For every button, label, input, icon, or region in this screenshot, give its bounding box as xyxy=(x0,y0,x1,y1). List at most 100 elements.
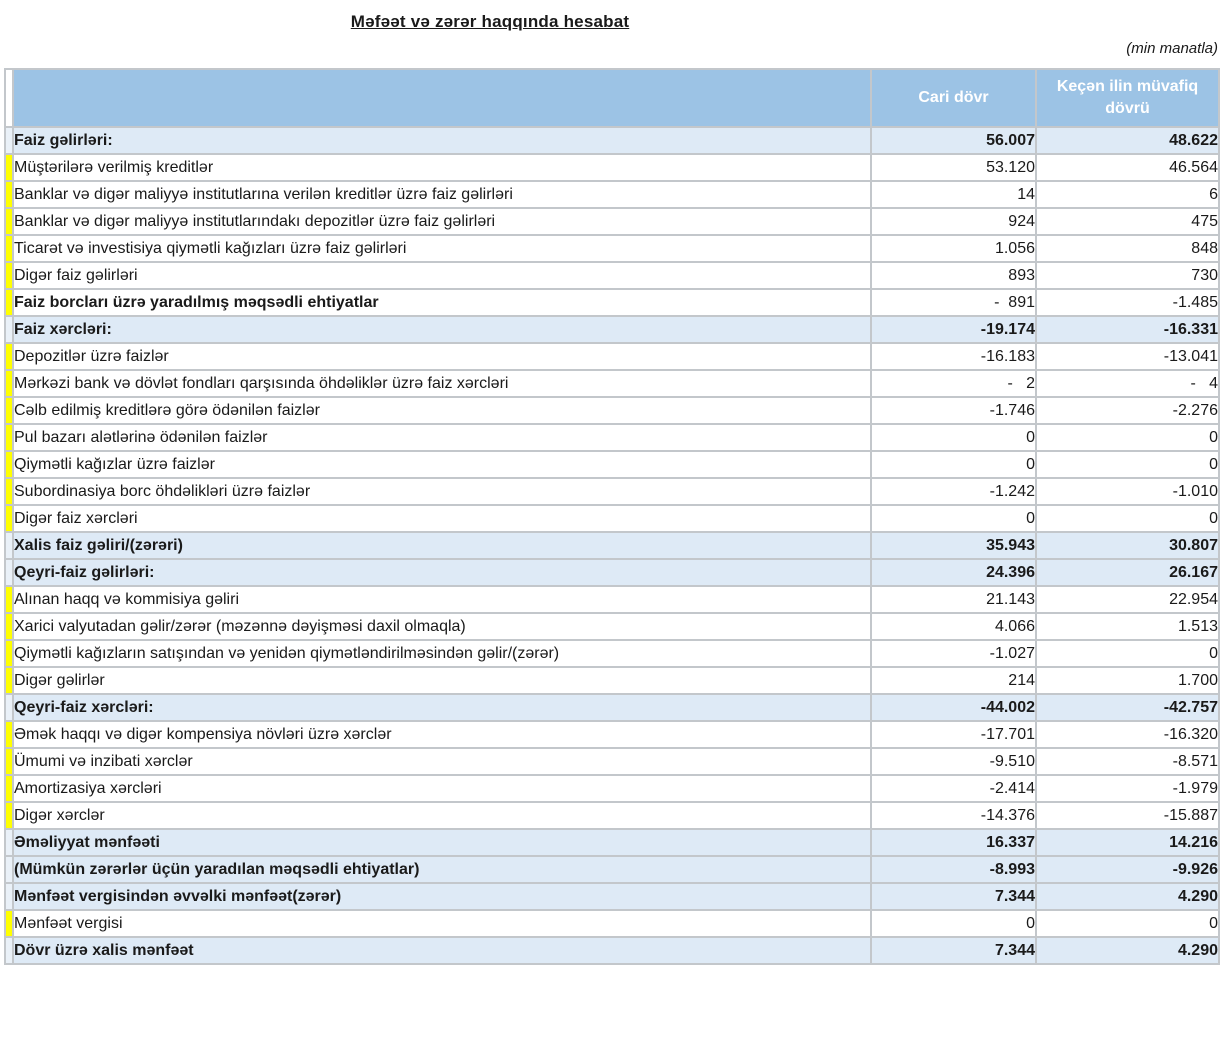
row-marker xyxy=(4,504,14,533)
row-marker xyxy=(4,666,14,695)
value-current: -1.027 xyxy=(870,639,1037,668)
value-previous: -1.979 xyxy=(1035,774,1220,803)
value-previous: 0 xyxy=(1035,639,1220,668)
value-previous: -13.041 xyxy=(1035,342,1220,371)
table-row: (Mümkün zərərlər üçün yaradılan məqsədli… xyxy=(4,855,1220,884)
value-previous: 4.290 xyxy=(1035,882,1220,911)
table-row: Amortizasiya xərcləri -2.414 -1.979 xyxy=(4,774,1220,803)
value-current: -44.002 xyxy=(870,693,1037,722)
value-previous: 1.700 xyxy=(1035,666,1220,695)
header-label-cell xyxy=(12,68,872,128)
table-row: Pul bazarı alətlərinə ödənilən faizlər 0… xyxy=(4,423,1220,452)
table-row: Əməliyyat mənfəəti 16.337 14.216 xyxy=(4,828,1220,857)
table-row: Faiz gəlirləri: 56.007 48.622 xyxy=(4,126,1220,155)
value-current: 53.120 xyxy=(870,153,1037,182)
row-marker xyxy=(4,882,14,911)
table-header: Cari dövr Keçən ilin müvafiq dövrü xyxy=(4,68,1220,128)
row-marker xyxy=(4,720,14,749)
value-current: -19.174 xyxy=(870,315,1037,344)
profit-loss-table: Cari dövr Keçən ilin müvafiq dövrü Faiz … xyxy=(4,68,1220,965)
value-current: 14 xyxy=(870,180,1037,209)
value-previous: 14.216 xyxy=(1035,828,1220,857)
value-previous: -16.331 xyxy=(1035,315,1220,344)
value-current: - 2 xyxy=(870,369,1037,398)
table-row: Digər xərclər -14.376 -15.887 xyxy=(4,801,1220,830)
value-current: -9.510 xyxy=(870,747,1037,776)
value-current: 35.943 xyxy=(870,531,1037,560)
value-previous: 48.622 xyxy=(1035,126,1220,155)
row-label: Əməliyyat mənfəəti xyxy=(12,828,872,857)
value-previous: 6 xyxy=(1035,180,1220,209)
row-label: Qiymətli kağızların satışından və yenidə… xyxy=(12,639,872,668)
row-marker xyxy=(4,207,14,236)
value-previous: 30.807 xyxy=(1035,531,1220,560)
row-label: Amortizasiya xərcləri xyxy=(12,774,872,803)
row-label: Subordinasiya borc öhdəlikləri üzrə faiz… xyxy=(12,477,872,506)
row-marker xyxy=(4,126,14,155)
row-label: (Mümkün zərərlər üçün yaradılan məqsədli… xyxy=(12,855,872,884)
row-label: Qeyri-faiz xərcləri: xyxy=(12,693,872,722)
value-previous: 26.167 xyxy=(1035,558,1220,587)
header-current-period: Cari dövr xyxy=(870,68,1037,128)
value-current: 0 xyxy=(870,450,1037,479)
value-previous: 22.954 xyxy=(1035,585,1220,614)
table-row: Qiymətli kağızlar üzrə faizlər 0 0 xyxy=(4,450,1220,479)
value-current: 1.056 xyxy=(870,234,1037,263)
table-row: Əmək haqqı və digər kompensiya növləri ü… xyxy=(4,720,1220,749)
value-current: 4.066 xyxy=(870,612,1037,641)
row-marker xyxy=(4,369,14,398)
value-previous: 46.564 xyxy=(1035,153,1220,182)
row-label: Alınan haqq və kommisiya gəliri xyxy=(12,585,872,614)
row-label: Qeyri-faiz gəlirləri: xyxy=(12,558,872,587)
value-current: 0 xyxy=(870,909,1037,938)
value-current: - 891 xyxy=(870,288,1037,317)
row-label: Cəlb edilmiş kreditlərə görə ödənilən fa… xyxy=(12,396,872,425)
row-marker xyxy=(4,774,14,803)
row-marker xyxy=(4,558,14,587)
row-marker xyxy=(4,180,14,209)
table-row: Digər gəlirlər 214 1.700 xyxy=(4,666,1220,695)
table-row: Depozitlər üzrə faizlər -16.183 -13.041 xyxy=(4,342,1220,371)
row-marker xyxy=(4,234,14,263)
table-row: Faiz borcları üzrə yaradılmış məqsədli e… xyxy=(4,288,1220,317)
row-marker xyxy=(4,585,14,614)
value-previous: 0 xyxy=(1035,423,1220,452)
table-row: Banklar və digər maliyyə institutlarında… xyxy=(4,207,1220,236)
row-label: Xarici valyutadan gəlir/zərər (məzənnə d… xyxy=(12,612,872,641)
row-label: Mənfəət vergisi xyxy=(12,909,872,938)
row-label: Qiymətli kağızlar üzrə faizlər xyxy=(12,450,872,479)
table-row: Qiymətli kağızların satışından və yenidə… xyxy=(4,639,1220,668)
value-current: 0 xyxy=(870,423,1037,452)
row-label: Faiz gəlirləri: xyxy=(12,126,872,155)
table-row: Qeyri-faiz xərcləri: -44.002 -42.757 xyxy=(4,693,1220,722)
value-current: -17.701 xyxy=(870,720,1037,749)
table-row: Cəlb edilmiş kreditlərə görə ödənilən fa… xyxy=(4,396,1220,425)
value-previous: -2.276 xyxy=(1035,396,1220,425)
table-row: Ticarət və investisiya qiymətli kağızlar… xyxy=(4,234,1220,263)
row-label: Pul bazarı alətlərinə ödənilən faizlər xyxy=(12,423,872,452)
table-row: Qeyri-faiz gəlirləri: 24.396 26.167 xyxy=(4,558,1220,587)
value-previous: 4.290 xyxy=(1035,936,1220,965)
row-label: Depozitlər üzrə faizlər xyxy=(12,342,872,371)
row-label: Digər xərclər xyxy=(12,801,872,830)
row-label: Mərkəzi bank və dövlət fondları qarşısın… xyxy=(12,369,872,398)
value-previous: -1.485 xyxy=(1035,288,1220,317)
table-row: Dövr üzrə xalis mənfəət 7.344 4.290 xyxy=(4,936,1220,965)
row-marker xyxy=(4,909,14,938)
row-label: Ümumi və inzibati xərclər xyxy=(12,747,872,776)
table-row: Banklar və digər maliyyə institutlarına … xyxy=(4,180,1220,209)
row-marker xyxy=(4,261,14,290)
value-current: -1.242 xyxy=(870,477,1037,506)
row-marker xyxy=(4,936,14,965)
row-marker xyxy=(4,315,14,344)
table-row: Mənfəət vergisindən əvvəlki mənfəət(zərə… xyxy=(4,882,1220,911)
header-previous-period: Keçən ilin müvafiq dövrü xyxy=(1035,68,1220,128)
page-title: Məfəət və zərər haqqında hesabat xyxy=(350,12,630,31)
value-previous: - 4 xyxy=(1035,369,1220,398)
row-marker xyxy=(4,612,14,641)
row-marker xyxy=(4,531,14,560)
row-label: Xalis faiz gəliri/(zərəri) xyxy=(12,531,872,560)
row-label: Faiz xərcləri: xyxy=(12,315,872,344)
table-row: Mənfəət vergisi 0 0 xyxy=(4,909,1220,938)
row-marker xyxy=(4,288,14,317)
